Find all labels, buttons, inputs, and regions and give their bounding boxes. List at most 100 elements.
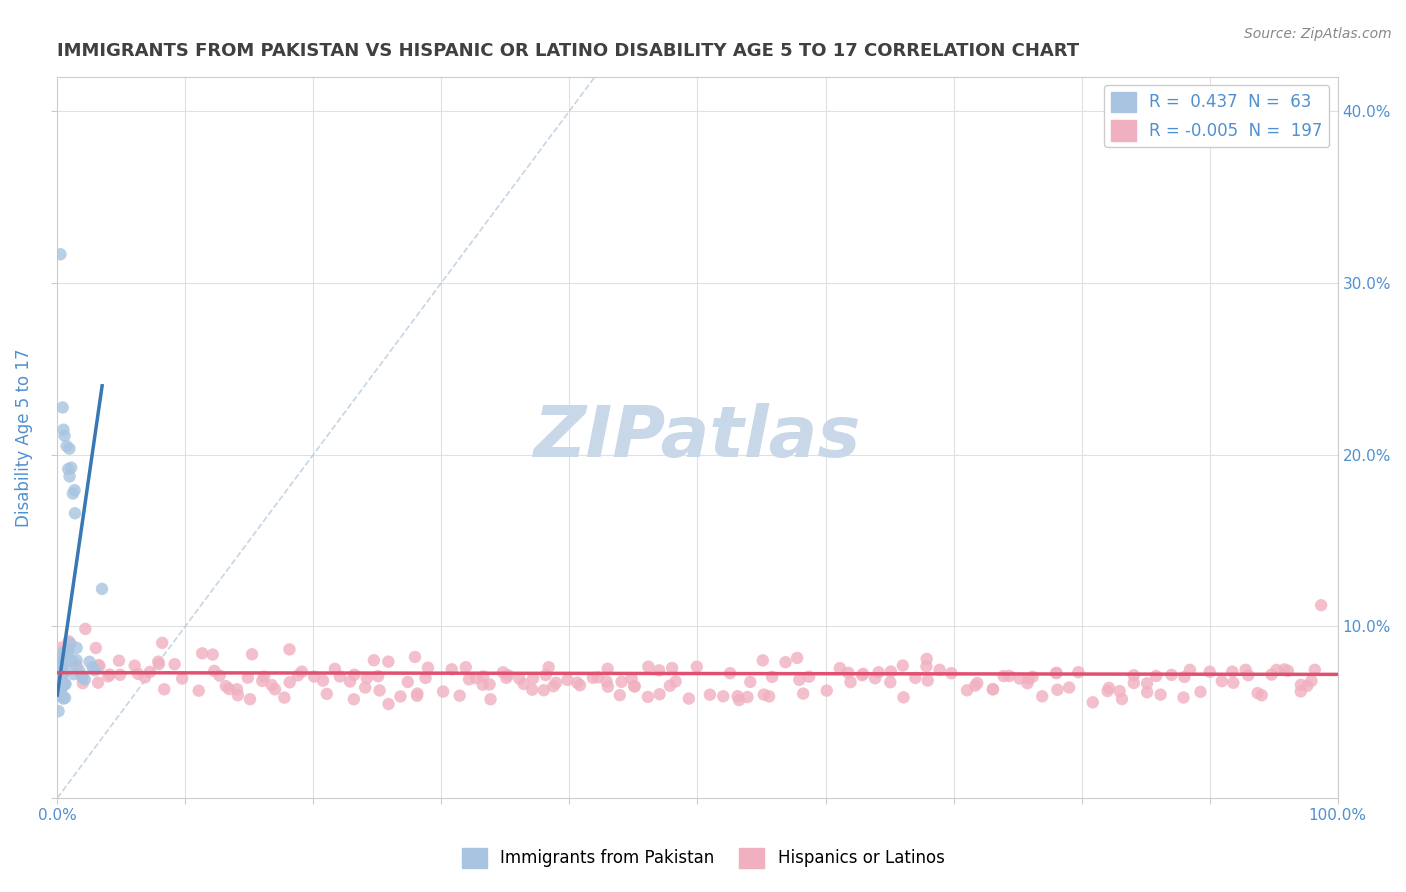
- Point: [727, 690, 749, 704]
- Point: [48, 704, 70, 718]
- Legend: R =  0.437  N =  63, R = -0.005  N =  197: R = 0.437 N = 63, R = -0.005 N = 197: [1104, 85, 1329, 147]
- Point: [718, 666, 741, 681]
- Point: [329, 669, 352, 683]
- Point: [124, 658, 146, 673]
- Point: [1274, 662, 1296, 676]
- Point: [72, 676, 94, 690]
- Point: [51, 659, 73, 673]
- Point: [1198, 665, 1220, 679]
- Point: [87, 658, 110, 673]
- Point: [163, 657, 186, 672]
- Point: [786, 651, 808, 665]
- Y-axis label: Disability Age 5 to 17: Disability Age 5 to 17: [15, 348, 32, 526]
- Point: [260, 678, 283, 692]
- Point: [315, 687, 337, 701]
- Point: [508, 672, 530, 686]
- Point: [58, 442, 80, 456]
- Point: [48, 673, 70, 687]
- Point: [73, 673, 96, 687]
- Point: [543, 679, 565, 693]
- Point: [534, 668, 557, 682]
- Point: [1222, 675, 1244, 690]
- Point: [172, 672, 194, 686]
- Point: [153, 682, 176, 697]
- Point: [1289, 678, 1312, 692]
- Point: [472, 669, 495, 683]
- Point: [1045, 665, 1067, 680]
- Text: ZIPatlas: ZIPatlas: [534, 403, 860, 472]
- Point: [98, 667, 121, 681]
- Point: [89, 659, 111, 673]
- Point: [51, 669, 73, 683]
- Point: [471, 678, 494, 692]
- Point: [148, 655, 170, 669]
- Point: [998, 669, 1021, 683]
- Point: [46, 669, 69, 683]
- Point: [48, 665, 70, 679]
- Point: [648, 687, 671, 701]
- Point: [828, 661, 851, 675]
- Point: [915, 659, 938, 673]
- Point: [52, 691, 75, 706]
- Point: [67, 664, 90, 678]
- Point: [1097, 684, 1119, 698]
- Point: [1178, 663, 1201, 677]
- Point: [51, 679, 73, 693]
- Point: [1296, 679, 1319, 693]
- Point: [839, 675, 862, 690]
- Point: [49, 683, 72, 698]
- Point: [278, 642, 301, 657]
- Point: [917, 673, 939, 688]
- Point: [464, 671, 486, 685]
- Point: [775, 655, 797, 669]
- Point: [893, 690, 915, 705]
- Point: [851, 668, 873, 682]
- Point: [863, 671, 886, 685]
- Point: [72, 670, 94, 684]
- Point: [665, 674, 688, 689]
- Point: [367, 669, 389, 683]
- Point: [1173, 690, 1195, 705]
- Point: [59, 637, 82, 651]
- Point: [637, 690, 659, 704]
- Point: [1081, 695, 1104, 709]
- Point: [740, 674, 762, 689]
- Point: [51, 674, 73, 689]
- Point: [302, 670, 325, 684]
- Point: [609, 688, 631, 702]
- Point: [610, 674, 633, 689]
- Point: [1031, 690, 1053, 704]
- Point: [55, 677, 77, 691]
- Point: [84, 640, 107, 655]
- Point: [108, 668, 131, 682]
- Point: [46, 673, 69, 688]
- Point: [48, 672, 70, 686]
- Point: [1220, 665, 1243, 679]
- Point: [52, 423, 75, 437]
- Point: [56, 643, 79, 657]
- Point: [49, 658, 72, 673]
- Point: [239, 692, 262, 706]
- Point: [1098, 681, 1121, 695]
- Point: [65, 653, 87, 667]
- Point: [363, 653, 385, 667]
- Point: [60, 654, 83, 668]
- Point: [55, 439, 77, 453]
- Point: [51, 664, 73, 678]
- Point: [48, 673, 70, 688]
- Point: [761, 670, 783, 684]
- Point: [150, 636, 173, 650]
- Point: [1211, 674, 1233, 689]
- Point: [1260, 667, 1282, 681]
- Point: [478, 677, 501, 691]
- Point: [891, 658, 914, 673]
- Point: [191, 646, 214, 660]
- Point: [596, 680, 619, 694]
- Point: [215, 679, 238, 693]
- Point: [449, 689, 471, 703]
- Point: [70, 668, 93, 682]
- Point: [1046, 682, 1069, 697]
- Point: [965, 679, 987, 693]
- Point: [49, 664, 72, 678]
- Point: [458, 673, 481, 687]
